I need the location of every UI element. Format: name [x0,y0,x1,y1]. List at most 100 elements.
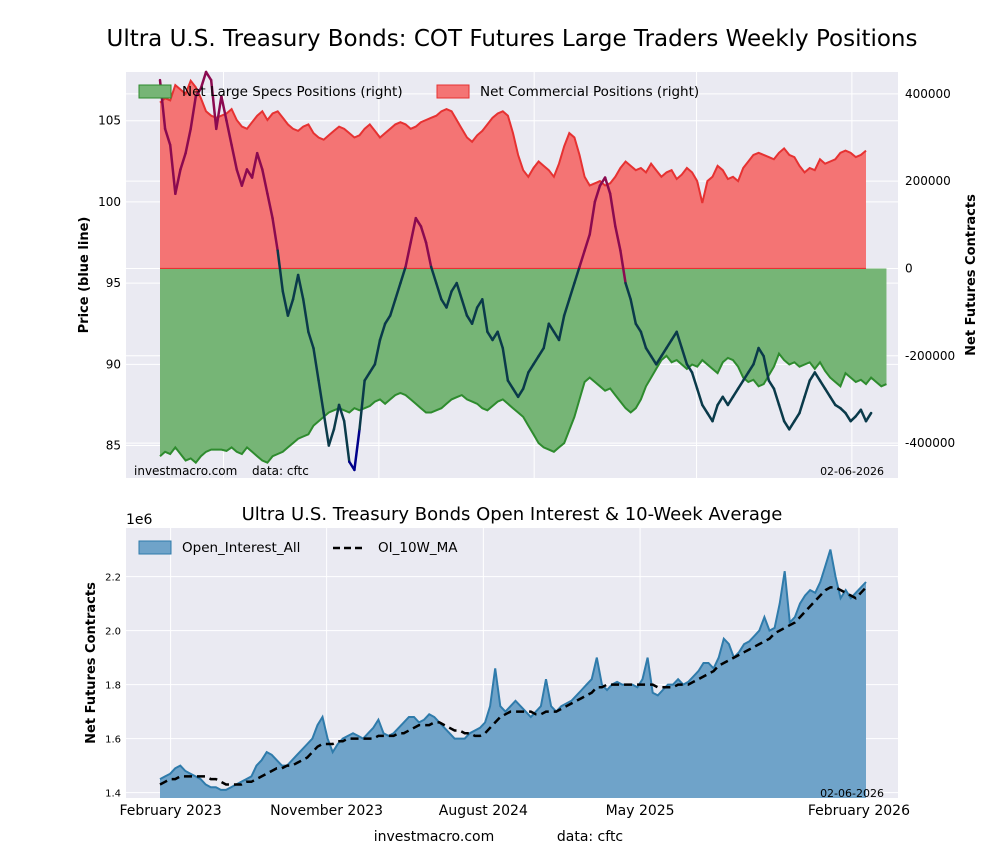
price-segment [424,241,433,269]
price-segment [291,273,300,301]
price-segment [844,411,852,423]
price-segment [762,354,771,382]
price-segment [573,265,581,285]
top-footer-source: data: cftc [252,464,309,478]
bottom-y-axis-label: Net Futures Contracts [84,582,99,744]
bottom-axis-multiplier: 1e6 [126,512,153,528]
price-segment [680,346,689,366]
price-segment [486,330,494,342]
price-segment [813,371,822,382]
price-segment [363,371,372,382]
price-segment [271,216,279,252]
price-segment [624,281,632,301]
price-segment [619,249,627,285]
price-segment [225,119,233,147]
price-segment [255,151,264,171]
bottom-x-tick-label: August 2024 [439,803,528,819]
price-segment [383,314,392,325]
price-segment [793,411,801,423]
price-segment [767,379,776,390]
price-segment [593,184,602,204]
price-segment [736,379,745,390]
price-segment [828,395,837,407]
price-segment [557,314,566,342]
price-segment [639,330,648,350]
legend-comm-swatch [436,84,470,99]
price-segment [322,411,331,447]
price-segment [179,151,187,171]
price-segment [204,70,213,82]
bottom-x-tick-label: February 2023 [120,803,222,819]
price-segment [568,281,576,301]
top-footer-date: 02-06-2026 [820,465,884,478]
price-segment [163,127,172,147]
bottom-chart-title: Ultra U.S. Treasury Bonds Open Interest … [242,504,783,525]
price-segment [818,379,827,390]
price-segment [296,273,305,301]
bottom-y-tick-label: 1.4 [105,789,121,800]
price-segment [388,298,397,317]
price-segment [731,387,740,399]
price-segment [726,395,735,407]
price-segment [307,330,315,350]
bottom-x-tick-label: February 2026 [808,803,910,819]
top-right-tick-label: 0 [905,261,913,275]
price-segment [353,428,361,472]
price-segment [378,322,387,342]
price-segment [685,363,694,374]
price-segment [332,403,341,431]
price-segment [711,403,719,423]
price-segment [516,387,525,399]
top-right-tick-label: -200000 [905,349,955,363]
price-segment [649,354,658,366]
price-segment [675,330,684,350]
top-left-tick-label: 85 [106,439,121,453]
price-segment [716,395,725,407]
legend-oi-swatch [138,540,172,555]
price-segment [782,419,791,431]
price-segment [368,363,377,374]
price-segment [286,298,295,317]
price-segment [654,354,663,366]
top-areas [159,78,887,465]
top-chart-title: Ultra U.S. Treasury Bonds: COT Futures L… [106,26,917,52]
commercial-area [160,80,866,269]
price-segment [537,346,545,358]
price-segment [588,200,597,236]
top-right-tick-label: 200000 [905,174,951,188]
price-segment [772,387,781,407]
price-segment [788,419,796,431]
price-segment [608,192,617,228]
price-segment [220,95,228,122]
price-segment [506,379,515,390]
price-segment [629,298,638,325]
price-segment [327,428,336,447]
price-segment [312,346,320,382]
top-footer-site: investmacro.com [134,464,237,478]
bottom-areas [159,549,867,798]
legend-ma-label: OI_10W_MA [378,540,458,556]
price-segment [603,176,612,196]
bottom-x-tick-label: May 2025 [606,803,675,819]
price-segment [634,322,643,334]
price-line [158,70,873,472]
price-segment [803,379,811,399]
open-interest-line [159,549,867,791]
price-segment [864,411,873,423]
price-segment [209,78,218,131]
price-segment [747,363,755,374]
price-segment [189,95,198,131]
price-segment [414,216,423,228]
price-segment [174,168,182,196]
price-segment [281,289,290,317]
bottom-y-tick-label: 2.2 [105,573,121,584]
price-segment [301,298,310,334]
price-segment [808,371,817,382]
price-segment [777,403,786,423]
top-right-axis-label: Net Futures Contracts [964,194,979,356]
price-segment [859,408,868,423]
price-segment [404,241,412,269]
price-segment [215,95,223,131]
price-segment [261,168,269,196]
